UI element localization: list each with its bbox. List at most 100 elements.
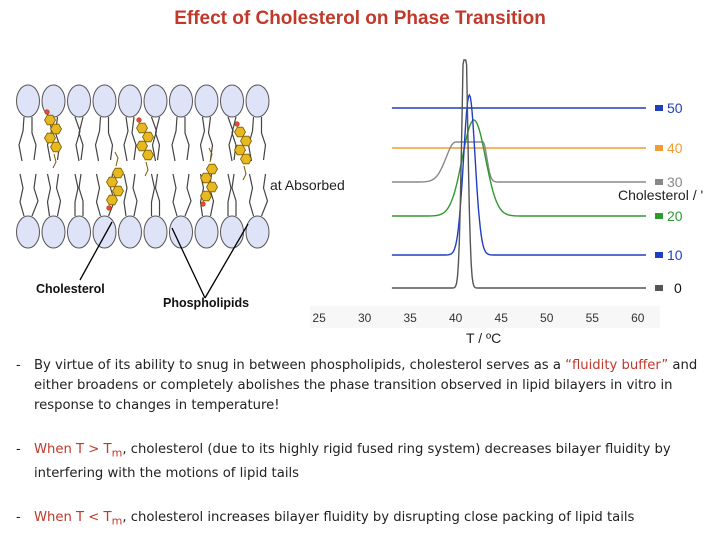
lipid-tail [131, 116, 137, 161]
lipid-tail [171, 116, 178, 162]
lipid-head-top [92, 84, 117, 118]
thermogram-traces [391, 59, 663, 291]
phospholipid-callout-1 [171, 227, 206, 299]
lipid-tail [184, 173, 192, 217]
x-tick-label: 55 [586, 311, 600, 325]
lipid-tail [54, 116, 61, 161]
lipid-tail [208, 173, 215, 217]
phase-transition-figure: 25 30 35 40 45 50 55 60 50 40 30 20 10 0 at Absorbed… [16, 44, 703, 346]
lipid-tail [123, 173, 128, 217]
x-axis-label: T / ºC [466, 330, 501, 346]
phospholipids-label: Phospholipids [163, 296, 249, 310]
lipid-tail [123, 116, 129, 162]
trace-marker-30 [655, 179, 663, 185]
lipid-tail [19, 173, 25, 217]
x-axis-ticks: 25 30 35 40 45 50 55 60 [312, 311, 644, 325]
trace-marker-10 [655, 252, 663, 258]
lipid-tail [74, 116, 81, 162]
x-axis-band [310, 306, 660, 328]
lipid-tail [231, 173, 237, 216]
lipid-head-top [143, 84, 168, 118]
lipid-head-top [194, 84, 219, 118]
x-tick-label: 40 [449, 311, 463, 325]
lipid-tail [74, 173, 79, 216]
bullet-text-rest: , cholesterol increases bilayer fluidity… [122, 509, 635, 525]
cholesterol-molecule [44, 109, 62, 169]
trace-marker-0 [655, 285, 663, 291]
lipid-tail [231, 116, 237, 161]
bullet-text: By virtue of its ability to snug in betw… [34, 358, 566, 373]
cholesterol-label: Cholesterol [36, 282, 105, 296]
lipid-tail [55, 173, 62, 217]
lipid-tail [150, 116, 158, 162]
series-label-10: 10 [667, 247, 683, 263]
lipid-tail [199, 116, 206, 162]
lipid-tail [247, 116, 255, 162]
cholesterol-callout [79, 221, 113, 281]
lipid-head-top [16, 84, 40, 118]
cholesterol-molecule [136, 117, 154, 177]
bullet-text-rest: and either broadens or completely abolis… [34, 358, 698, 413]
lipid-tail [154, 116, 161, 161]
trace-20 [391, 119, 646, 217]
above-tm-condition: When T > Tm [34, 442, 123, 460]
x-tick-label: 45 [495, 311, 509, 325]
series-label-0: 0 [674, 280, 682, 296]
lipid-tail [184, 117, 190, 161]
trace-10 [391, 93, 646, 256]
cholesterol-axis-label: Cholesterol / ' [618, 187, 703, 203]
slide-title: Effect of Cholesterol on Phase Transitio… [174, 8, 546, 29]
lipid-tail [260, 173, 269, 217]
x-tick-label: 25 [312, 311, 326, 325]
bullet-fluidity-buffer: - By virtue of its ability to snug in be… [16, 358, 698, 413]
fluidity-buffer-term: “fluidity buffer” [565, 358, 669, 373]
lipid-tail [78, 173, 84, 216]
lipid-head-bottom [169, 215, 193, 249]
series-label-50: 50 [667, 100, 683, 116]
below-tm-condition: When T < Tm [34, 509, 123, 528]
bullet-above-tm: - When T > Tm, cholesterol (due to its h… [16, 442, 671, 481]
lipid-head-bottom [194, 215, 219, 249]
lipid-head-bottom [92, 215, 117, 249]
lipid-tail [95, 173, 102, 217]
x-tick-label: 35 [403, 311, 417, 325]
lipid-tail [260, 117, 267, 161]
lipid-head-bottom [220, 215, 244, 249]
x-tick-label: 50 [540, 311, 554, 325]
lipid-head-bottom [245, 215, 270, 249]
series-label-20: 20 [667, 208, 683, 224]
lipid-tail [94, 116, 102, 162]
lipid-head-bottom [16, 215, 40, 249]
bullet-below-tm: - When T < Tm, cholesterol increases bil… [16, 509, 635, 528]
cholesterol-molecule [106, 151, 124, 211]
lipid-tail [227, 116, 234, 162]
cholesterol-molecule [200, 147, 218, 207]
phospholipid-callout-2 [204, 223, 249, 299]
trace-marker-40 [655, 145, 663, 151]
bullet-text-rest: , cholesterol (due to its highly rigid f… [34, 442, 671, 481]
lipid-head-top [245, 84, 270, 118]
series-labels: 50 40 30 20 10 0 [667, 100, 683, 296]
x-tick-label: 30 [358, 311, 372, 325]
lipid-head-top [118, 84, 142, 118]
cholesterol-molecule [234, 121, 252, 181]
lipid-head-bottom [143, 215, 168, 249]
lipid-head-bottom [118, 215, 142, 249]
lipid-tail [46, 173, 52, 217]
lipid-tail [78, 116, 84, 161]
lipid-head-top [169, 84, 193, 118]
heat-absorbed-label: at Absorbed [270, 177, 345, 193]
bullet-list: - By virtue of its ability to snug in be… [16, 356, 706, 555]
lipid-tail [132, 173, 138, 217]
trace-30 [391, 141, 646, 183]
trace-0 [391, 59, 646, 289]
lipid-head-top [67, 84, 91, 118]
lipid-tail [31, 173, 39, 217]
lipid-head-top [220, 84, 244, 118]
lipid-tail [107, 117, 114, 161]
lipid-tail [31, 117, 37, 161]
x-tick-label: 60 [631, 311, 645, 325]
series-label-30: 30 [667, 174, 683, 190]
lipid-tail [248, 173, 255, 217]
lipid-tail [18, 116, 25, 162]
